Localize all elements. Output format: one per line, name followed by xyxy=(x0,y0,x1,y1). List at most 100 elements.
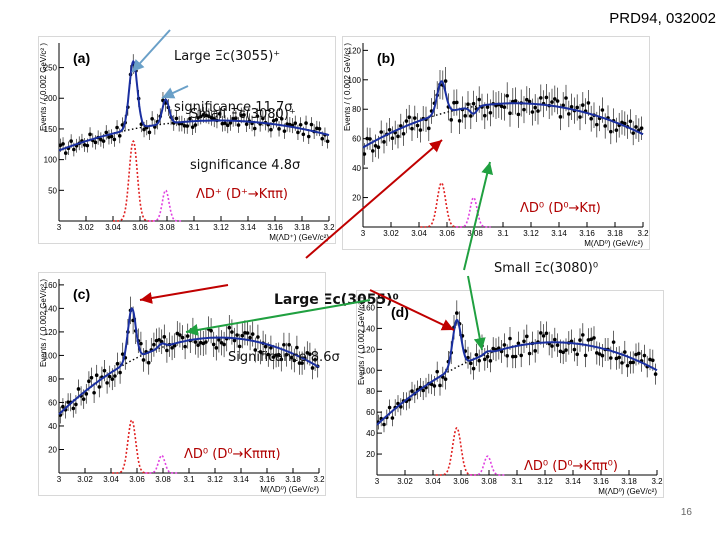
data-point xyxy=(315,126,319,131)
data-point xyxy=(293,121,298,125)
x-tick-label: 3.08 xyxy=(155,475,171,484)
data-point xyxy=(89,375,94,380)
data-point xyxy=(211,342,216,347)
data-point xyxy=(225,123,230,128)
data-point xyxy=(449,118,453,122)
data-point xyxy=(207,114,211,119)
data-point xyxy=(255,114,260,118)
x-tick-label: 3.1 xyxy=(188,223,200,232)
data-point xyxy=(101,139,106,143)
signal-curve-2 xyxy=(470,455,505,476)
data-point xyxy=(269,127,273,132)
data-point xyxy=(611,340,616,344)
x-axis-label: M(ΛD⁰) (GeV/c²) xyxy=(598,487,657,496)
data-point xyxy=(569,104,574,109)
data-point xyxy=(58,143,63,148)
data-point xyxy=(438,383,442,388)
data-point xyxy=(300,361,304,365)
data-point xyxy=(115,361,120,366)
data-point xyxy=(308,352,312,356)
data-point xyxy=(277,127,281,131)
x-tick-label: 3.08 xyxy=(159,223,175,232)
data-point xyxy=(407,115,411,120)
data-point xyxy=(282,129,287,133)
y-tick-label: 80 xyxy=(366,387,375,396)
data-point xyxy=(219,340,224,345)
x-tick-label: 3.16 xyxy=(267,223,283,232)
data-point xyxy=(204,113,208,118)
data-point xyxy=(443,377,448,381)
data-point xyxy=(150,116,154,121)
data-point xyxy=(452,100,456,105)
x-tick-label: 3.12 xyxy=(523,229,539,238)
data-point xyxy=(147,130,152,135)
x-tick-label: 3.14 xyxy=(565,477,581,486)
x-tick-label: 3.02 xyxy=(78,223,94,232)
data-point xyxy=(234,116,238,121)
panel-label: (a) xyxy=(73,50,90,66)
x-tick-label: 3.08 xyxy=(481,477,497,486)
data-point xyxy=(313,357,317,362)
data-point xyxy=(141,358,146,362)
data-point xyxy=(320,136,325,141)
y-tick-label: 50 xyxy=(48,186,57,195)
data-point xyxy=(603,124,607,128)
data-point xyxy=(555,99,560,103)
data-point xyxy=(474,352,479,357)
data-point xyxy=(266,352,271,357)
data-point xyxy=(188,116,192,121)
page-number: 16 xyxy=(680,507,692,518)
data-point xyxy=(539,96,543,100)
x-axis-label: M(ΛD⁰) (GeV/c²) xyxy=(260,485,319,494)
signal-curve-1 xyxy=(435,426,478,476)
data-point xyxy=(578,115,582,119)
data-point xyxy=(69,139,73,143)
y-tick-label: 100 xyxy=(348,76,362,85)
data-point xyxy=(274,117,279,122)
data-point xyxy=(575,105,579,110)
annotation-small-plus: Small Ξc(3080)⁺ significance 4.8σ xyxy=(190,72,300,191)
data-point xyxy=(248,335,252,340)
data-point xyxy=(553,337,557,342)
data-point xyxy=(508,111,512,116)
data-point xyxy=(525,334,529,339)
y-tick-label: 150 xyxy=(44,125,58,134)
data-point xyxy=(477,97,481,102)
data-point xyxy=(263,344,268,349)
data-point xyxy=(142,127,146,132)
data-point xyxy=(421,388,425,393)
data-point xyxy=(477,358,481,363)
data-point xyxy=(631,131,635,135)
data-point xyxy=(139,341,143,346)
data-point xyxy=(297,361,302,365)
data-point xyxy=(309,122,314,127)
fit-curve xyxy=(58,307,320,415)
data-point xyxy=(152,342,156,347)
data-point xyxy=(66,400,70,404)
data-point xyxy=(485,354,490,359)
x-tick-label: 3.18 xyxy=(285,475,301,484)
panel-label: (b) xyxy=(377,50,395,66)
data-point xyxy=(401,131,406,136)
y-tick-label: 100 xyxy=(362,366,376,375)
data-point xyxy=(236,123,241,127)
data-point xyxy=(558,349,563,354)
x-tick-label: 3.18 xyxy=(294,223,310,232)
data-point xyxy=(620,361,624,365)
data-point xyxy=(99,137,103,142)
annotation-small-plus-line1: Small Ξc(3080)⁺ xyxy=(190,107,296,122)
x-tick-label: 3.14 xyxy=(551,229,567,238)
data-point xyxy=(541,334,546,338)
y-axis-label: Events / ( 0.002 GeV/c² ) xyxy=(39,43,48,131)
data-point xyxy=(651,358,655,363)
data-point xyxy=(61,142,65,146)
data-point xyxy=(463,114,467,118)
data-point xyxy=(525,97,529,102)
data-point xyxy=(222,342,226,347)
data-point xyxy=(623,121,627,126)
data-point xyxy=(109,134,114,139)
data-point xyxy=(304,121,308,125)
data-point xyxy=(107,135,111,139)
data-point xyxy=(491,346,495,351)
data-point xyxy=(209,328,213,333)
